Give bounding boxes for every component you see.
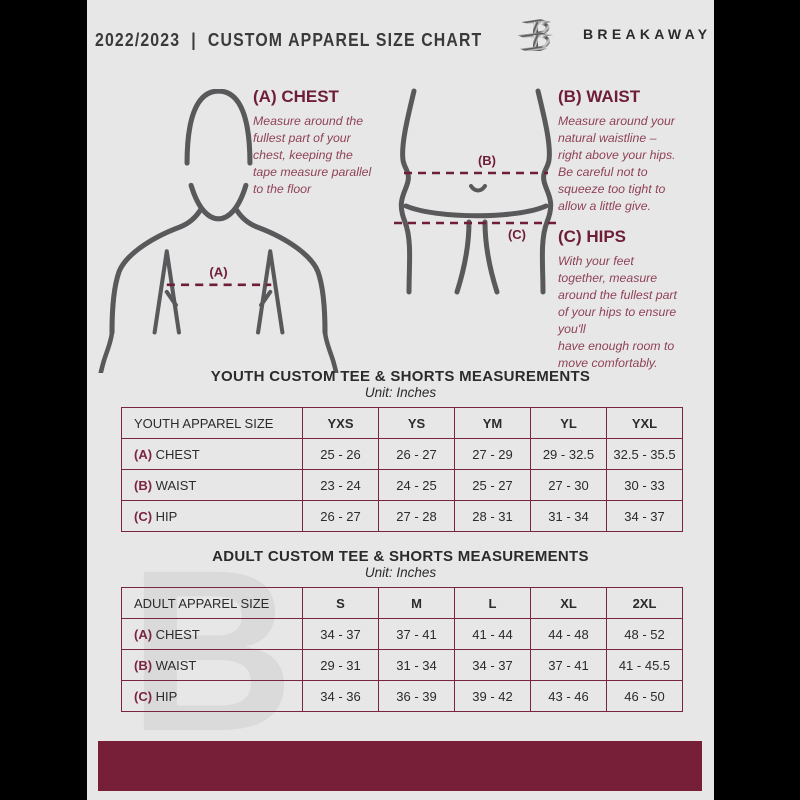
svg-text:(C): (C)	[508, 227, 526, 242]
svg-text:(B): (B)	[478, 153, 496, 168]
